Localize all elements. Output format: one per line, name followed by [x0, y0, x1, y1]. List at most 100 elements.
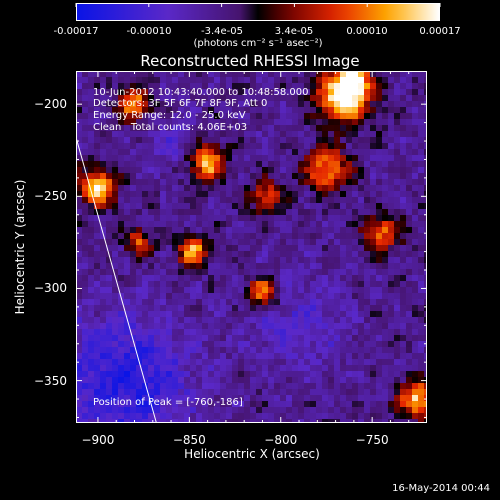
- heatmap-cell: [292, 371, 298, 377]
- heatmap-cell: [424, 395, 427, 401]
- heatmap-cell: [274, 263, 280, 269]
- heatmap-cell: [142, 239, 148, 245]
- heatmap-cell: [244, 329, 250, 335]
- heatmap-cell: [286, 341, 292, 347]
- heatmap-cell: [226, 389, 232, 395]
- heatmap-cell: [76, 389, 82, 395]
- heatmap-cell: [82, 137, 88, 143]
- heatmap-cell: [160, 191, 166, 197]
- heatmap-cell: [94, 155, 100, 161]
- heatmap-cell: [76, 113, 82, 119]
- heatmap-cell: [106, 359, 112, 365]
- heatmap-cell: [238, 173, 244, 179]
- heatmap-cell: [106, 245, 112, 251]
- heatmap-cell: [298, 149, 304, 155]
- heatmap-cell: [82, 227, 88, 233]
- heatmap-cell: [154, 251, 160, 257]
- heatmap-cell: [106, 215, 112, 221]
- heatmap-cell: [148, 257, 154, 263]
- heatmap-cell: [370, 257, 376, 263]
- heatmap-cell: [232, 77, 238, 83]
- heatmap-cell: [202, 149, 208, 155]
- heatmap-cell: [118, 365, 124, 371]
- heatmap-cell: [418, 191, 424, 197]
- heatmap-cell: [244, 77, 250, 83]
- heatmap-cell: [382, 101, 388, 107]
- heatmap-cell: [172, 179, 178, 185]
- heatmap-cell: [76, 419, 82, 423]
- heatmap-cell: [352, 311, 358, 317]
- heatmap-cell: [184, 275, 190, 281]
- heatmap-cell: [136, 101, 142, 107]
- heatmap-cell: [82, 89, 88, 95]
- heatmap-cell: [364, 287, 370, 293]
- heatmap-cell: [352, 191, 358, 197]
- heatmap-cell: [190, 389, 196, 395]
- heatmap-cell: [298, 323, 304, 329]
- heatmap-cell: [364, 347, 370, 353]
- heatmap-cell: [328, 407, 334, 413]
- heatmap-cell: [166, 101, 172, 107]
- heatmap-cell: [244, 131, 250, 137]
- heatmap-cell: [106, 131, 112, 137]
- heatmap-cell: [166, 269, 172, 275]
- heatmap-cell: [418, 275, 424, 281]
- heatmap-cell: [184, 167, 190, 173]
- heatmap-cell: [268, 233, 274, 239]
- heatmap-cell: [232, 167, 238, 173]
- heatmap-cell: [130, 131, 136, 137]
- heatmap-cell: [310, 341, 316, 347]
- heatmap-cell: [118, 83, 124, 89]
- heatmap-cell: [178, 329, 184, 335]
- heatmap-cell: [148, 371, 154, 377]
- heatmap-cell: [334, 221, 340, 227]
- heatmap-cell: [160, 341, 166, 347]
- heatmap-cell: [220, 335, 226, 341]
- heatmap-cell: [226, 353, 232, 359]
- heatmap-cell: [400, 299, 406, 305]
- heatmap-cell: [118, 179, 124, 185]
- heatmap-cell: [316, 119, 322, 125]
- heatmap-cell: [244, 227, 250, 233]
- heatmap-cell: [166, 311, 172, 317]
- heatmap-cell: [196, 323, 202, 329]
- heatmap-cell: [112, 197, 118, 203]
- heatmap-cell: [88, 341, 94, 347]
- heatmap-cell: [340, 251, 346, 257]
- heatmap-cell: [310, 407, 316, 413]
- heatmap-cell: [196, 317, 202, 323]
- heatmap-cell: [364, 263, 370, 269]
- heatmap-cell: [178, 185, 184, 191]
- heatmap-cell: [160, 377, 166, 383]
- heatmap-cell: [262, 131, 268, 137]
- heatmap-cell: [250, 323, 256, 329]
- heatmap-cell: [184, 305, 190, 311]
- heatmap-cell: [418, 113, 424, 119]
- heatmap-cell: [76, 395, 82, 401]
- heatmap-cell: [412, 347, 418, 353]
- heatmap-cell: [292, 113, 298, 119]
- heatmap-cell: [382, 161, 388, 167]
- heatmap-cell: [220, 263, 226, 269]
- heatmap-cell: [106, 179, 112, 185]
- heatmap-cell: [334, 293, 340, 299]
- heatmap-cell: [388, 161, 394, 167]
- heatmap-cell: [124, 323, 130, 329]
- heatmap-cell: [298, 263, 304, 269]
- heatmap-cell: [268, 251, 274, 257]
- heatmap-cell: [418, 209, 424, 215]
- heatmap-cell: [274, 89, 280, 95]
- heatmap-cell: [76, 239, 82, 245]
- heatmap-cell: [178, 401, 184, 407]
- heatmap-cell: [130, 125, 136, 131]
- heatmap-cell: [94, 119, 100, 125]
- heatmap-cell: [94, 305, 100, 311]
- heatmap-cell: [172, 257, 178, 263]
- heatmap-cell: [286, 149, 292, 155]
- heatmap-cell: [322, 71, 328, 77]
- heatmap-cell: [418, 419, 424, 423]
- heatmap-cell: [106, 419, 112, 423]
- heatmap-cell: [424, 281, 427, 287]
- heatmap-cell: [280, 143, 286, 149]
- heatmap-cell: [352, 257, 358, 263]
